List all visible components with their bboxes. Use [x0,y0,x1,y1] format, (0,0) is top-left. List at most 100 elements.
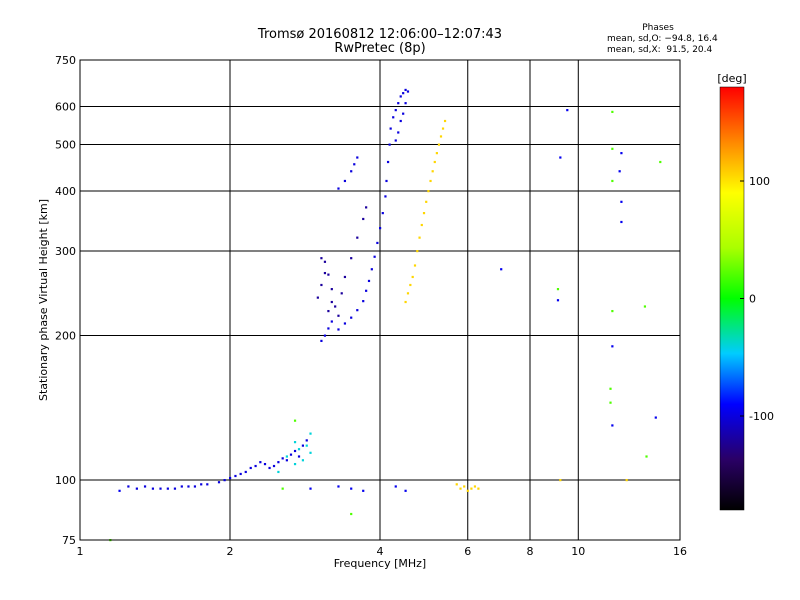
data-point [343,275,347,279]
data-point [411,275,414,279]
data-point [281,457,284,460]
data-point [418,236,421,239]
data-point [362,217,365,221]
data-point [234,474,237,478]
y-tick-label: 75 [62,534,76,547]
stats-heading: Phases [642,23,674,33]
x-tick-label: 6 [464,545,471,558]
data-point [301,444,305,447]
data-point [459,487,462,490]
colorbar: [deg] -100 0 100 [717,72,774,511]
data-point [268,466,271,470]
data-point [327,309,330,313]
data-point [166,487,169,490]
data-point [330,288,333,291]
y-tick-label: 750 [55,54,76,67]
data-point [659,160,662,164]
data-point [334,305,337,308]
data-point [559,156,562,159]
data-point [327,327,330,330]
data-points [109,88,662,542]
data-point [373,255,376,258]
data-point [406,90,410,93]
data-point [206,483,209,486]
data-point [309,432,312,435]
data-point [305,439,308,442]
data-point [389,127,392,130]
data-point [399,95,402,98]
data-point [397,102,400,105]
data-point [466,489,469,492]
data-point [293,441,297,444]
data-point [643,305,647,308]
x-tick-label: 4 [377,545,384,558]
plot-frame [79,59,681,541]
x-tick-labels: 1 2 4 6 8 10 16 [77,545,688,558]
data-point [394,139,397,142]
data-point [353,163,356,166]
data-point [337,328,340,331]
data-point [370,268,373,271]
colorbar-tick-label: -100 [749,410,774,423]
data-point [118,489,121,492]
data-point [379,227,382,230]
data-point [431,170,434,173]
data-point [356,156,359,159]
data-point [394,109,397,112]
data-point [297,448,301,451]
data-point [611,345,614,348]
y-tick-label: 300 [55,245,76,258]
data-point [135,487,138,490]
data-point [388,143,391,146]
data-point [305,444,308,447]
data-point [473,485,477,488]
data-point [384,195,387,198]
data-point [611,424,614,427]
colorbar-tick-label: 100 [749,175,770,188]
data-point [566,109,569,112]
data-point [285,459,288,462]
data-point [323,334,327,337]
data-point [293,462,297,466]
data-point [180,485,183,488]
data-point [244,470,247,474]
data-point [404,102,407,105]
data-point [618,170,621,173]
data-point [611,110,614,113]
data-point [301,459,305,462]
data-point [309,451,312,454]
data-point [239,472,242,476]
data-point [477,487,480,490]
grid-lines [80,60,680,540]
data-point [343,179,347,183]
data-point [611,309,614,313]
data-point [611,179,614,183]
stats-line-o: mean, sd,O: −94.8, 16.4 [607,34,718,44]
data-point [404,489,407,492]
data-point [289,453,293,456]
colorbar-label: [deg] [717,72,746,85]
data-point [409,283,412,287]
data-point [404,88,407,92]
data-point [620,200,623,203]
data-point [320,257,323,260]
data-point [143,485,147,488]
data-point [394,485,397,488]
data-point [173,487,177,490]
data-point [362,489,365,492]
data-point [367,279,371,283]
data-point [337,314,340,317]
data-point [293,449,297,453]
data-point [277,461,280,464]
data-point [330,320,333,323]
y-tick-label: 500 [55,139,76,152]
data-point [376,241,379,245]
data-point [337,187,340,190]
x-tick-label: 1 [77,545,84,558]
data-point [337,485,340,488]
colorbar-ticks: -100 0 100 [740,175,774,423]
data-point [609,387,612,390]
data-point [200,483,203,486]
data-point [151,487,155,490]
chart-title-line1: Tromsø 20160812 12:06:00–12:07:43 [257,27,503,42]
